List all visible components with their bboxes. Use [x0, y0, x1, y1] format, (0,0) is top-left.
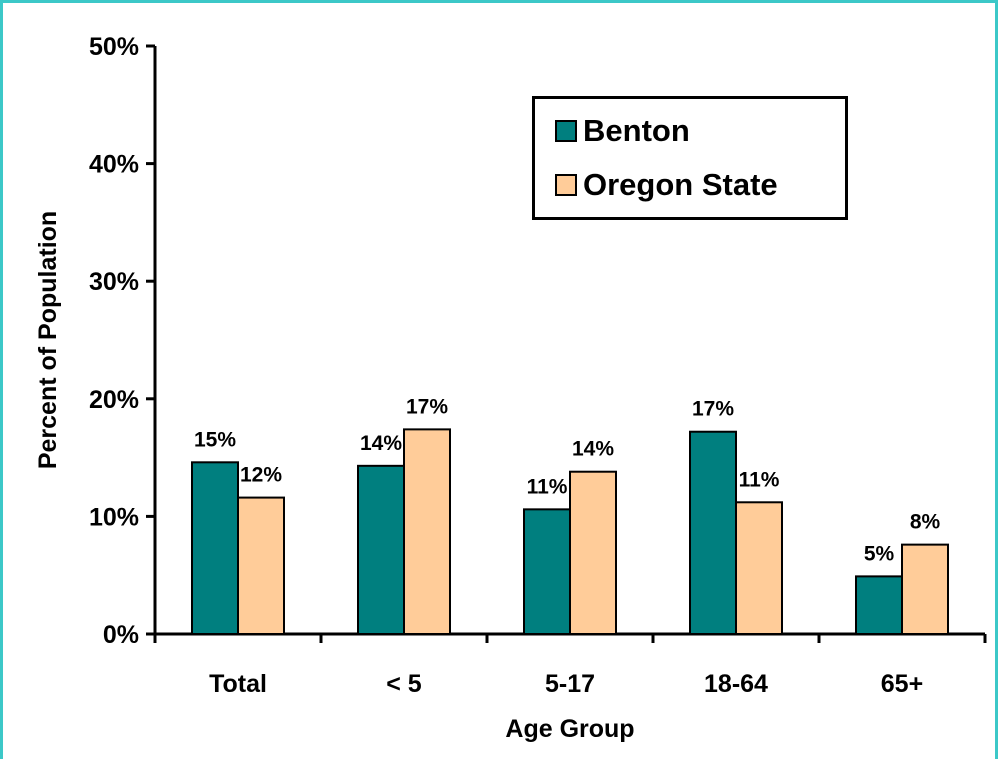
legend-item-benton: Benton: [555, 113, 690, 149]
y-tick-label: 10%: [89, 503, 139, 531]
data-label: 5%: [864, 542, 895, 565]
data-label: 15%: [194, 428, 236, 451]
bar-oregon: [403, 428, 451, 635]
bar-benton: [855, 575, 903, 635]
y-tick-label: 40%: [89, 151, 139, 179]
legend-swatch-oregon: [555, 174, 577, 196]
bar-benton: [689, 430, 737, 635]
y-tick-label: 50%: [89, 33, 139, 61]
x-axis-title: Age Group: [505, 715, 634, 743]
data-label: 11%: [739, 468, 780, 491]
data-label: 8%: [910, 511, 941, 534]
legend-label-oregon: Oregon State: [583, 167, 778, 202]
data-label: 17%: [692, 398, 734, 421]
x-tick-label: 18-64: [704, 670, 768, 698]
y-tick-label: 30%: [89, 268, 139, 296]
x-tick-label: 5-17: [545, 670, 595, 698]
legend-swatch-benton: [555, 120, 577, 142]
bar-oregon: [569, 470, 617, 635]
x-tick-label: Total: [209, 670, 267, 698]
bar-oregon: [735, 501, 783, 635]
bar-benton: [523, 508, 571, 635]
x-tick-label: < 5: [386, 670, 422, 698]
y-axis-title: Percent of Population: [34, 211, 62, 469]
data-label: 11%: [527, 475, 568, 498]
legend: Benton Oregon State: [532, 96, 848, 220]
y-tick-label: 20%: [89, 386, 139, 414]
bar-benton: [191, 461, 239, 635]
x-tick-label: 65+: [881, 670, 923, 698]
legend-label-benton: Benton: [583, 113, 690, 148]
data-label: 17%: [406, 395, 448, 418]
y-tick-label: 0%: [103, 621, 139, 649]
data-label: 14%: [572, 438, 614, 461]
bar-oregon: [237, 496, 285, 636]
bar-oregon: [901, 543, 949, 636]
bar-benton: [357, 464, 405, 635]
legend-item-oregon: Oregon State: [555, 167, 778, 203]
data-label: 12%: [240, 464, 282, 487]
data-label: 14%: [360, 432, 402, 455]
